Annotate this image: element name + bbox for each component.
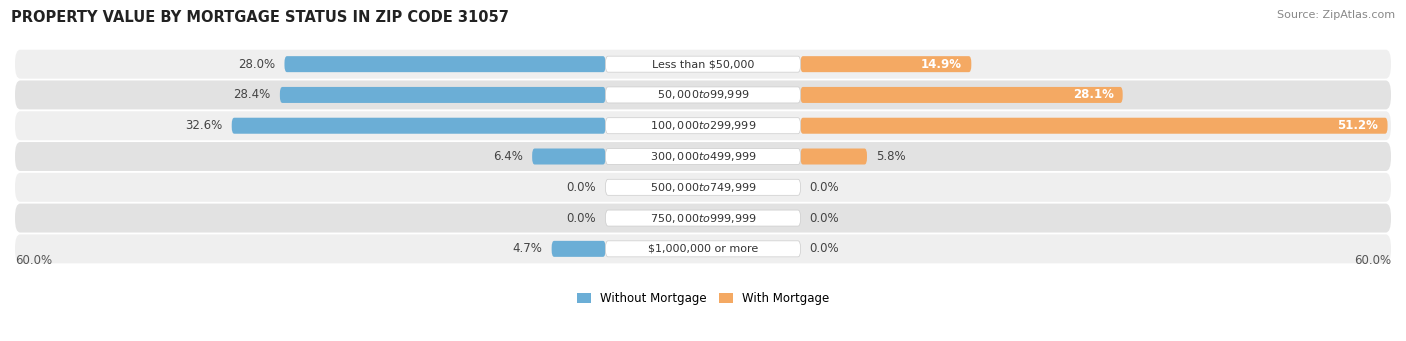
- Text: 0.0%: 0.0%: [567, 211, 596, 225]
- FancyBboxPatch shape: [15, 204, 1391, 233]
- FancyBboxPatch shape: [15, 234, 1391, 263]
- Text: 28.4%: 28.4%: [233, 88, 271, 101]
- Text: 60.0%: 60.0%: [1354, 254, 1391, 267]
- FancyBboxPatch shape: [606, 87, 800, 103]
- FancyBboxPatch shape: [606, 56, 800, 72]
- Text: 4.7%: 4.7%: [513, 242, 543, 255]
- Text: $50,000 to $99,999: $50,000 to $99,999: [657, 88, 749, 101]
- FancyBboxPatch shape: [606, 118, 800, 134]
- Legend: Without Mortgage, With Mortgage: Without Mortgage, With Mortgage: [572, 288, 834, 310]
- FancyBboxPatch shape: [15, 111, 1391, 140]
- FancyBboxPatch shape: [531, 148, 606, 164]
- FancyBboxPatch shape: [800, 56, 972, 72]
- FancyBboxPatch shape: [606, 210, 800, 226]
- Text: 6.4%: 6.4%: [494, 150, 523, 163]
- FancyBboxPatch shape: [15, 50, 1391, 79]
- Text: $300,000 to $499,999: $300,000 to $499,999: [650, 150, 756, 163]
- Text: 5.8%: 5.8%: [876, 150, 905, 163]
- FancyBboxPatch shape: [280, 87, 606, 103]
- Text: $100,000 to $299,999: $100,000 to $299,999: [650, 119, 756, 132]
- Text: 0.0%: 0.0%: [810, 242, 839, 255]
- Text: 51.2%: 51.2%: [1337, 119, 1378, 132]
- Text: $500,000 to $749,999: $500,000 to $749,999: [650, 181, 756, 194]
- Text: Source: ZipAtlas.com: Source: ZipAtlas.com: [1277, 10, 1395, 20]
- Text: 28.1%: 28.1%: [1073, 88, 1114, 101]
- FancyBboxPatch shape: [15, 142, 1391, 171]
- Text: 32.6%: 32.6%: [186, 119, 222, 132]
- Text: 0.0%: 0.0%: [810, 181, 839, 194]
- FancyBboxPatch shape: [551, 241, 606, 257]
- Text: $750,000 to $999,999: $750,000 to $999,999: [650, 211, 756, 225]
- FancyBboxPatch shape: [800, 148, 868, 164]
- FancyBboxPatch shape: [15, 80, 1391, 109]
- FancyBboxPatch shape: [15, 173, 1391, 202]
- FancyBboxPatch shape: [606, 241, 800, 257]
- Text: 14.9%: 14.9%: [921, 58, 962, 71]
- Text: 0.0%: 0.0%: [810, 211, 839, 225]
- FancyBboxPatch shape: [606, 148, 800, 164]
- FancyBboxPatch shape: [800, 118, 1388, 134]
- Text: 60.0%: 60.0%: [15, 254, 52, 267]
- FancyBboxPatch shape: [232, 118, 606, 134]
- Text: PROPERTY VALUE BY MORTGAGE STATUS IN ZIP CODE 31057: PROPERTY VALUE BY MORTGAGE STATUS IN ZIP…: [11, 10, 509, 25]
- FancyBboxPatch shape: [800, 87, 1122, 103]
- Text: Less than $50,000: Less than $50,000: [652, 59, 754, 69]
- Text: $1,000,000 or more: $1,000,000 or more: [648, 244, 758, 254]
- FancyBboxPatch shape: [284, 56, 606, 72]
- FancyBboxPatch shape: [606, 179, 800, 195]
- Text: 28.0%: 28.0%: [238, 58, 276, 71]
- Text: 0.0%: 0.0%: [567, 181, 596, 194]
